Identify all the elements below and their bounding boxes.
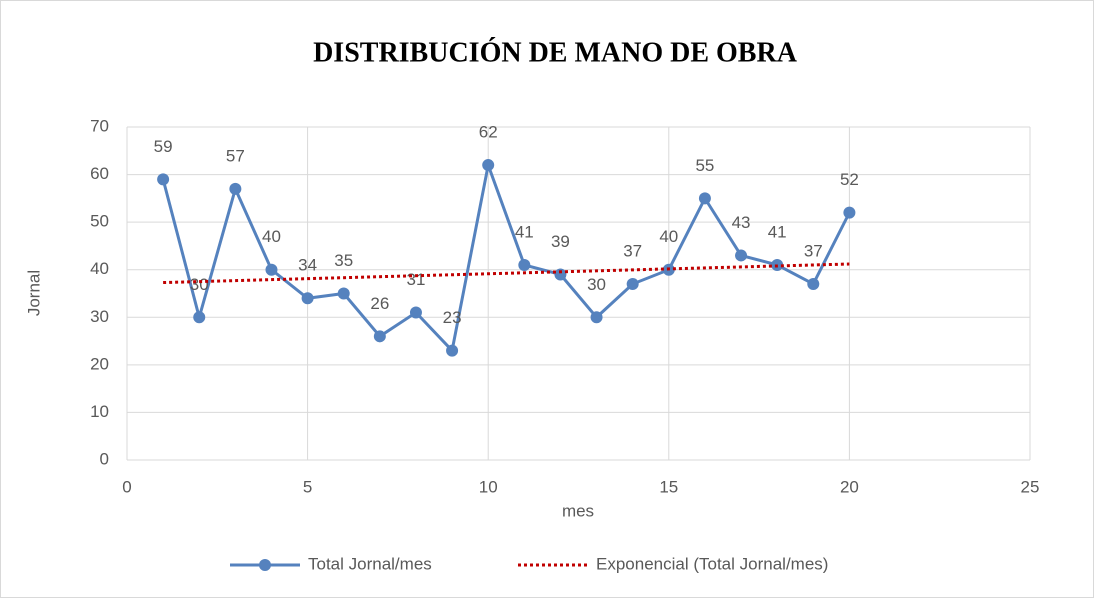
x-tick-label: 5 [303, 477, 312, 496]
data-label: 59 [154, 137, 173, 156]
x-tick-label: 25 [1021, 477, 1040, 496]
y-tick-label: 30 [90, 307, 109, 326]
y-tick-label: 50 [90, 212, 109, 231]
marker [157, 173, 170, 186]
legend-label: Total Jornal/mes [308, 554, 432, 573]
data-label: 23 [443, 308, 462, 327]
marker [193, 311, 206, 324]
marker [337, 287, 350, 300]
x-tick-label: 10 [479, 477, 498, 496]
x-tick-label: 20 [840, 477, 859, 496]
y-tick-label: 20 [90, 354, 109, 373]
data-label: 40 [262, 227, 281, 246]
data-label: 31 [406, 270, 425, 289]
x-tick-label: 15 [659, 477, 678, 496]
data-label: 37 [623, 241, 642, 260]
marker [482, 159, 495, 172]
data-label: 35 [334, 251, 353, 270]
data-label: 26 [370, 294, 389, 313]
data-label: 52 [840, 170, 859, 189]
data-label: 34 [298, 256, 317, 275]
marker [698, 192, 711, 205]
legend-marker [259, 559, 271, 571]
data-label: 41 [515, 222, 534, 241]
marker [265, 263, 278, 276]
marker [409, 306, 422, 319]
x-axis-label: mes [562, 501, 594, 520]
marker [554, 268, 567, 281]
data-label: 41 [768, 222, 787, 241]
marker [843, 206, 856, 219]
y-tick-label: 60 [90, 164, 109, 183]
data-label: 37 [804, 241, 823, 260]
x-tick-label: 0 [122, 477, 131, 496]
y-tick-label: 0 [100, 449, 109, 468]
data-label: 57 [226, 146, 245, 165]
series-line [161, 159, 851, 354]
data-label: 55 [695, 156, 714, 175]
y-tick-label: 70 [90, 116, 109, 135]
data-label: 30 [190, 275, 209, 294]
data-label: 62 [479, 123, 498, 142]
data-label: 43 [732, 213, 751, 232]
marker [626, 277, 639, 290]
marker [807, 277, 820, 290]
data-label: 30 [587, 275, 606, 294]
marker [373, 330, 386, 343]
marker [518, 258, 531, 271]
data-label: 40 [659, 227, 678, 246]
marker [301, 292, 314, 305]
series-line [163, 262, 850, 285]
y-tick-label: 10 [90, 402, 109, 421]
legend-label: Exponencial (Total Jornal/mes) [596, 554, 828, 573]
marker [229, 182, 242, 195]
data-label: 39 [551, 232, 570, 251]
marker [446, 344, 459, 357]
y-tick-label: 40 [90, 259, 109, 278]
marker [590, 311, 603, 324]
marker [735, 249, 748, 262]
chart-title: DISTRIBUCIÓN DE MANO DE OBRA [313, 37, 798, 68]
y-axis-label: Jornal [24, 270, 43, 316]
